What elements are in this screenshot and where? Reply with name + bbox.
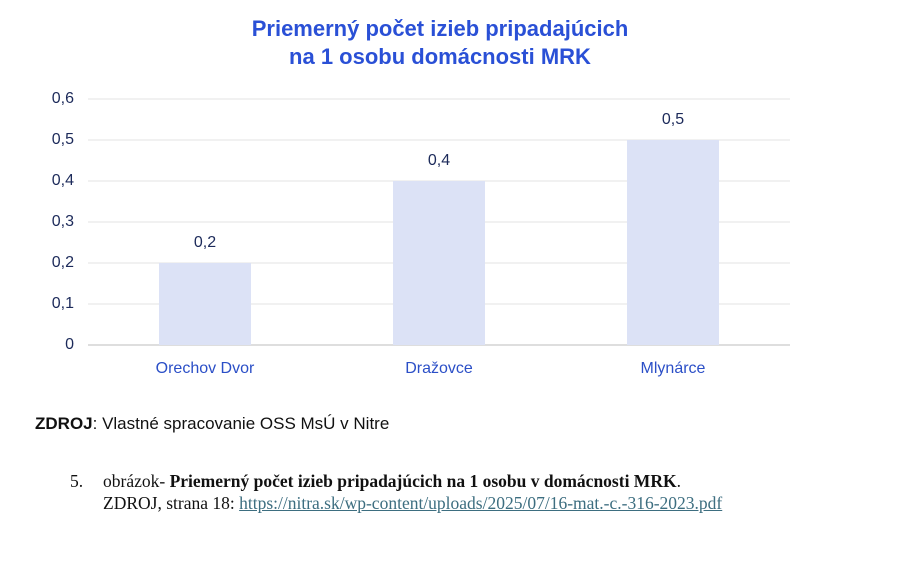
caption: 5. obrázok- Priemerný počet izieb pripad…	[70, 470, 863, 514]
caption-body: obrázok- Priemerný počet izieb pripadajú…	[103, 470, 863, 514]
y-tick-label: 0	[65, 336, 74, 353]
caption-suffix: .	[676, 471, 681, 491]
y-tick-label: 0,5	[52, 131, 74, 148]
x-tick-label: Orechov Dvor	[156, 360, 255, 377]
caption-source: ZDROJ, strana 18:	[103, 493, 235, 513]
source-note: ZDROJ: Vlastné spracovanie OSS MsÚ v Nit…	[35, 414, 389, 434]
value-label: 0,4	[428, 152, 450, 169]
chart: Priemerný počet izieb pripadajúcich na 1…	[52, 16, 790, 377]
caption-title: Priemerný počet izieb pripadajúcich na 1…	[169, 471, 677, 491]
source-label: ZDROJ	[35, 414, 93, 433]
bar	[393, 181, 485, 345]
caption-number: 5.	[70, 471, 84, 491]
caption-prefix: obrázok-	[103, 471, 166, 491]
value-label: 0,2	[194, 234, 216, 251]
chart-title: na 1 osobu domácnosti MRK	[289, 44, 591, 69]
y-tick-label: 0,4	[52, 172, 74, 189]
y-tick-label: 0,3	[52, 213, 74, 230]
bar	[627, 140, 719, 345]
y-tick-label: 0,1	[52, 295, 74, 312]
caption-link[interactable]: https://nitra.sk/wp-content/uploads/2025…	[239, 493, 723, 513]
y-tick-label: 0,2	[52, 254, 74, 271]
source-text: : Vlastné spracovanie OSS MsÚ v Nitre	[92, 414, 390, 433]
bar	[159, 263, 251, 345]
value-label: 0,5	[662, 111, 684, 128]
x-tick-label: Dražovce	[405, 360, 473, 377]
chart-title: Priemerný počet izieb pripadajúcich	[252, 16, 629, 41]
y-tick-label: 0,6	[52, 90, 74, 107]
x-tick-label: Mlynárce	[641, 360, 706, 377]
